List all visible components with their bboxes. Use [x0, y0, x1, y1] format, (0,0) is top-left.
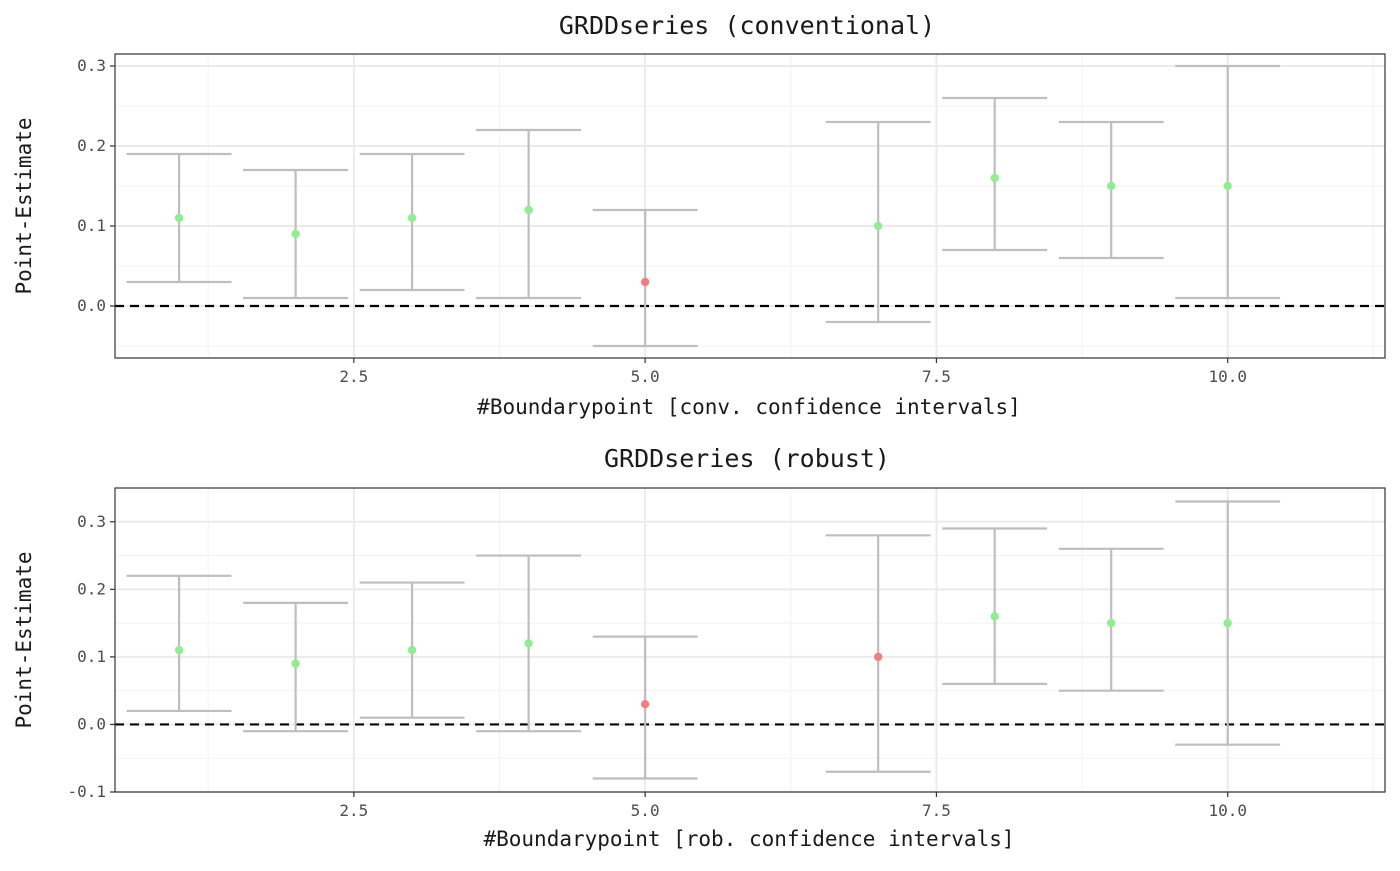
plot-background [115, 54, 1385, 358]
y-tick-label: 0.3 [77, 56, 106, 75]
panel-border [114, 487, 1386, 793]
x-tick-label: 2.5 [339, 801, 368, 820]
errorbar-group [592, 208, 698, 348]
errorbar-group [1058, 120, 1164, 260]
y-tick-label: 0.0 [77, 296, 106, 315]
errorbar-group [825, 120, 931, 324]
plot-background [115, 488, 1385, 792]
point-estimate-marker [524, 205, 533, 215]
point-estimate-marker [873, 221, 883, 231]
point-estimate-marker [1223, 181, 1232, 191]
chart-title: GRDDseries (conventional) [559, 11, 935, 40]
x-axis-label: #Boundarypoint [conv. confidence interva… [477, 395, 1021, 419]
errorbar-group [1175, 64, 1281, 300]
point-estimate-marker [174, 645, 184, 655]
point-estimate-marker [640, 277, 650, 287]
errorbar-group [243, 601, 349, 733]
errorbar-group [825, 534, 931, 773]
point-estimate-marker [291, 229, 300, 239]
errorbar-group [243, 168, 349, 300]
x-tick-label: 5.0 [631, 367, 660, 386]
y-axis-label: Point-Estimate [12, 117, 36, 294]
point-estimate-marker [990, 612, 999, 621]
point-estimate-marker [990, 173, 999, 183]
x-tick-label: 2.5 [339, 367, 368, 386]
errorbar-group [942, 527, 1048, 686]
x-tick-label: 7.5 [922, 367, 951, 386]
errorbar-group [1175, 500, 1281, 746]
point-estimate-marker [291, 659, 300, 668]
panel-conventional: GRDDseries (conventional) #Boundarypoint… [12, 11, 1386, 419]
point-estimate-marker [407, 213, 417, 223]
point-estimate-marker [407, 645, 417, 655]
y-tick-label: 0.3 [77, 512, 106, 531]
chart-title: GRDDseries (robust) [604, 444, 890, 473]
y-tick-label: 0.0 [77, 714, 106, 733]
errorbar-group [359, 581, 465, 719]
panel-robust: GRDDseries (robust) #Boundarypoint [rob.… [12, 444, 1386, 851]
point-estimate-marker [174, 213, 184, 223]
y-tick-label: 0.2 [77, 136, 106, 155]
errorbar-group [476, 128, 582, 300]
x-tick-label: 7.5 [922, 801, 951, 820]
x-axis-label: #Boundarypoint [rob. confidence interval… [483, 827, 1014, 851]
plot-area [114, 487, 1386, 793]
panel-border [114, 53, 1386, 359]
errorbar-group [126, 574, 232, 713]
y-axis-label: Point-Estimate [12, 551, 36, 728]
errorbar-group [1058, 547, 1164, 692]
point-estimate-marker [524, 639, 533, 648]
point-estimate-marker [640, 699, 650, 709]
x-tick-label: 5.0 [631, 801, 660, 820]
plot-area [114, 53, 1386, 359]
y-tick-label: 0.2 [77, 579, 106, 598]
errorbar-group [942, 96, 1048, 252]
x-tick-label: 10.0 [1208, 801, 1247, 820]
point-estimate-marker [873, 652, 883, 662]
errorbar-group [592, 635, 698, 780]
y-tick-label: 0.1 [77, 216, 106, 235]
y-tick-label: -0.1 [67, 782, 106, 801]
y-tick-label: 0.1 [77, 647, 106, 666]
point-estimate-marker [1223, 618, 1232, 628]
point-estimate-marker [1106, 181, 1116, 191]
errorbar-group [126, 152, 232, 284]
point-estimate-marker [1106, 618, 1116, 628]
errorbar-group [359, 152, 465, 292]
x-tick-label: 10.0 [1208, 367, 1247, 386]
errorbar-group [476, 554, 582, 733]
